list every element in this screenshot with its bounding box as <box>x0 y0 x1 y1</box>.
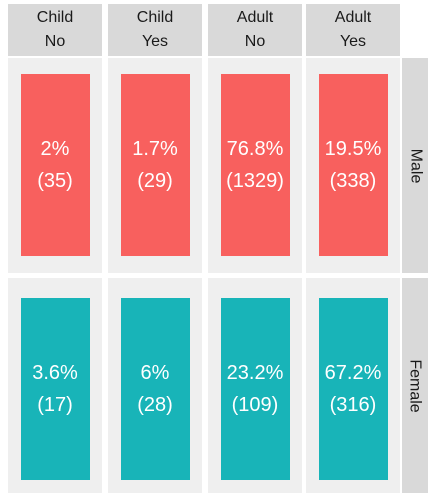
tile-female-3 <box>221 298 290 480</box>
column-header-line2: No <box>44 33 66 50</box>
column-header-line1: Adult <box>334 9 372 26</box>
row-header-label: Male <box>407 148 424 183</box>
column-header-line1: Adult <box>236 9 274 26</box>
tile-count-label: (28) <box>137 394 173 416</box>
tile-label: 67.2% (316) <box>306 357 400 421</box>
tile-count-label: (1329) <box>226 170 284 192</box>
tile-label: 3.6% (17) <box>8 357 102 421</box>
tile-male-2 <box>121 74 190 256</box>
tile-label: 6% (28) <box>108 357 202 421</box>
column-header-line1: Child <box>36 9 74 26</box>
tile-female-4 <box>319 298 388 480</box>
row-header-label: Female <box>407 358 425 413</box>
tile-percent-label: 6% <box>140 362 170 384</box>
column-header-line2: Yes <box>141 33 169 50</box>
tile-label: 1.7% (29) <box>108 133 202 197</box>
tile-label: 23.2% (109) <box>208 357 302 421</box>
row-header-female: Female <box>402 278 428 493</box>
tile-percent-label: 76.8% <box>226 138 284 160</box>
tile-label: 76.8% (1329) <box>208 133 302 197</box>
column-header-1: Child No <box>8 4 102 56</box>
tile-percent-label: 3.6% <box>32 362 78 384</box>
tile-percent-label: 19.5% <box>324 138 382 160</box>
column-header-4: Adult Yes <box>306 4 400 56</box>
row-header-male: Male <box>402 58 428 273</box>
tile-male-1 <box>21 74 90 256</box>
tile-count-label: (338) <box>329 170 377 192</box>
tile-count-label: (109) <box>231 394 279 416</box>
tile-male-4 <box>319 74 388 256</box>
tile-male-3 <box>221 74 290 256</box>
tile-percent-label: 1.7% <box>132 138 178 160</box>
tile-percent-label: 2% <box>40 138 70 160</box>
tile-label: 2% (35) <box>8 133 102 197</box>
column-header-line2: Yes <box>339 33 367 50</box>
tile-percent-label: 67.2% <box>324 362 382 384</box>
tile-female-2 <box>121 298 190 480</box>
tile-count-label: (316) <box>329 394 377 416</box>
column-header-2: Child Yes <box>108 4 202 56</box>
tile-count-label: (35) <box>37 170 73 192</box>
column-header-line1: Child <box>136 9 174 26</box>
tile-percent-label: 23.2% <box>226 362 284 384</box>
tile-count-label: (29) <box>137 170 173 192</box>
tile-label: 19.5% (338) <box>306 133 400 197</box>
tile-female-1 <box>21 298 90 480</box>
tile-count-label: (17) <box>37 394 73 416</box>
column-header-line2: No <box>244 33 266 50</box>
column-header-3: Adult No <box>208 4 302 56</box>
